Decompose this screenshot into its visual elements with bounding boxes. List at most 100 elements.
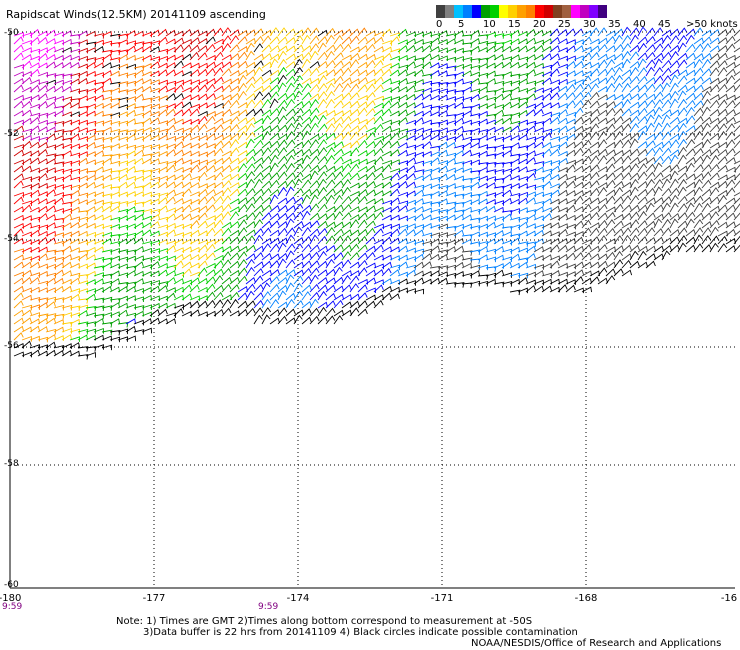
wind-barb bbox=[677, 90, 687, 101]
wind-barb bbox=[629, 195, 640, 205]
wind-barb bbox=[549, 60, 560, 69]
wind-barb bbox=[661, 244, 672, 253]
wind-barb bbox=[85, 41, 97, 48]
wind-barb bbox=[501, 114, 513, 120]
wind-barb bbox=[709, 123, 720, 133]
wind-barb bbox=[109, 176, 120, 182]
wind-barb bbox=[333, 261, 344, 269]
wind-barb bbox=[365, 220, 376, 229]
wind-barb bbox=[525, 184, 537, 191]
wind-barb bbox=[613, 165, 625, 173]
wind-barb bbox=[197, 142, 209, 149]
wind-barb bbox=[37, 313, 49, 319]
wind-barb bbox=[277, 258, 287, 269]
wind-barb bbox=[101, 312, 112, 318]
wind-barb bbox=[613, 115, 624, 125]
wind-barb bbox=[93, 313, 105, 320]
wind-barb bbox=[45, 272, 57, 279]
wind-barb bbox=[333, 315, 344, 325]
wind-barb bbox=[37, 93, 48, 101]
wind-barb bbox=[221, 276, 232, 285]
wind-barb bbox=[429, 105, 441, 112]
wind-barb bbox=[357, 139, 368, 149]
wind-barb bbox=[77, 136, 88, 142]
wind-barb bbox=[141, 280, 153, 287]
wind-barb bbox=[61, 295, 72, 302]
wind-barb bbox=[149, 309, 160, 317]
wind-barb bbox=[357, 267, 368, 277]
wind-barb bbox=[325, 132, 336, 141]
wind-barb bbox=[605, 59, 616, 69]
wind-barb bbox=[717, 45, 728, 53]
wind-barb bbox=[333, 194, 343, 205]
wind-barb bbox=[93, 94, 105, 101]
wind-barb bbox=[165, 213, 176, 221]
wind-barb bbox=[301, 58, 311, 69]
wind-barb bbox=[525, 136, 536, 143]
wind-barb bbox=[421, 248, 433, 255]
wind-barb bbox=[517, 217, 529, 223]
wind-barb bbox=[181, 53, 193, 61]
wind-barb bbox=[621, 69, 632, 77]
scale-unit-label: >50 knots bbox=[686, 19, 738, 30]
wind-barb bbox=[141, 109, 153, 117]
wind-barb bbox=[205, 77, 217, 85]
wind-barb bbox=[309, 307, 320, 317]
wind-barb bbox=[197, 196, 208, 205]
wind-barb bbox=[365, 159, 377, 165]
wind-barb bbox=[725, 61, 737, 69]
wind-barb bbox=[325, 227, 336, 237]
wind-barb bbox=[29, 182, 41, 189]
wind-barb bbox=[709, 141, 721, 149]
wind-barb bbox=[45, 205, 57, 213]
wind-barb bbox=[293, 237, 304, 245]
wind-barb bbox=[229, 44, 240, 53]
scale-swatch-14 bbox=[562, 5, 571, 18]
wind-barb bbox=[733, 164, 740, 173]
wind-barb bbox=[253, 35, 264, 45]
wind-barb bbox=[333, 276, 344, 285]
wind-barb bbox=[693, 37, 705, 45]
wind-barb bbox=[237, 109, 248, 117]
wind-barb bbox=[613, 156, 624, 165]
wind-barb bbox=[461, 262, 473, 269]
wind-barb bbox=[509, 272, 521, 279]
wind-barb bbox=[197, 253, 208, 261]
wind-barb bbox=[173, 197, 185, 205]
wind-barb bbox=[101, 126, 113, 133]
wind-barb bbox=[29, 189, 41, 197]
wind-barb bbox=[565, 60, 576, 69]
wind-barb bbox=[253, 60, 264, 69]
wind-barb bbox=[117, 249, 129, 255]
wind-barb bbox=[365, 30, 377, 37]
wind-barb bbox=[157, 62, 169, 69]
wind-barb bbox=[469, 93, 481, 101]
wind-barb bbox=[461, 136, 473, 143]
wind-barb bbox=[381, 100, 392, 109]
wind-barb bbox=[21, 304, 33, 311]
wind-barb bbox=[717, 212, 728, 221]
wind-barb bbox=[509, 46, 521, 53]
wind-barb bbox=[461, 57, 473, 63]
wind-barb bbox=[21, 117, 33, 125]
wind-barb bbox=[493, 45, 505, 53]
wind-barb bbox=[253, 148, 264, 157]
wind-barb bbox=[373, 269, 384, 277]
wind-barb bbox=[469, 77, 481, 85]
wind-barb bbox=[325, 179, 336, 189]
wind-barb bbox=[693, 115, 704, 125]
wind-barb bbox=[253, 188, 264, 197]
wind-barb bbox=[53, 269, 65, 277]
wind-barb bbox=[405, 144, 417, 151]
wind-barb bbox=[157, 285, 168, 293]
wind-barb bbox=[109, 205, 121, 213]
wind-barb bbox=[45, 153, 57, 159]
wind-barb bbox=[69, 152, 81, 159]
wind-barb bbox=[61, 160, 73, 167]
wind-barb bbox=[429, 277, 441, 285]
wind-barb bbox=[165, 174, 177, 181]
wind-barb bbox=[149, 144, 160, 150]
wind-barb bbox=[709, 99, 720, 109]
wind-barb bbox=[101, 77, 113, 85]
wind-barb bbox=[253, 85, 265, 93]
